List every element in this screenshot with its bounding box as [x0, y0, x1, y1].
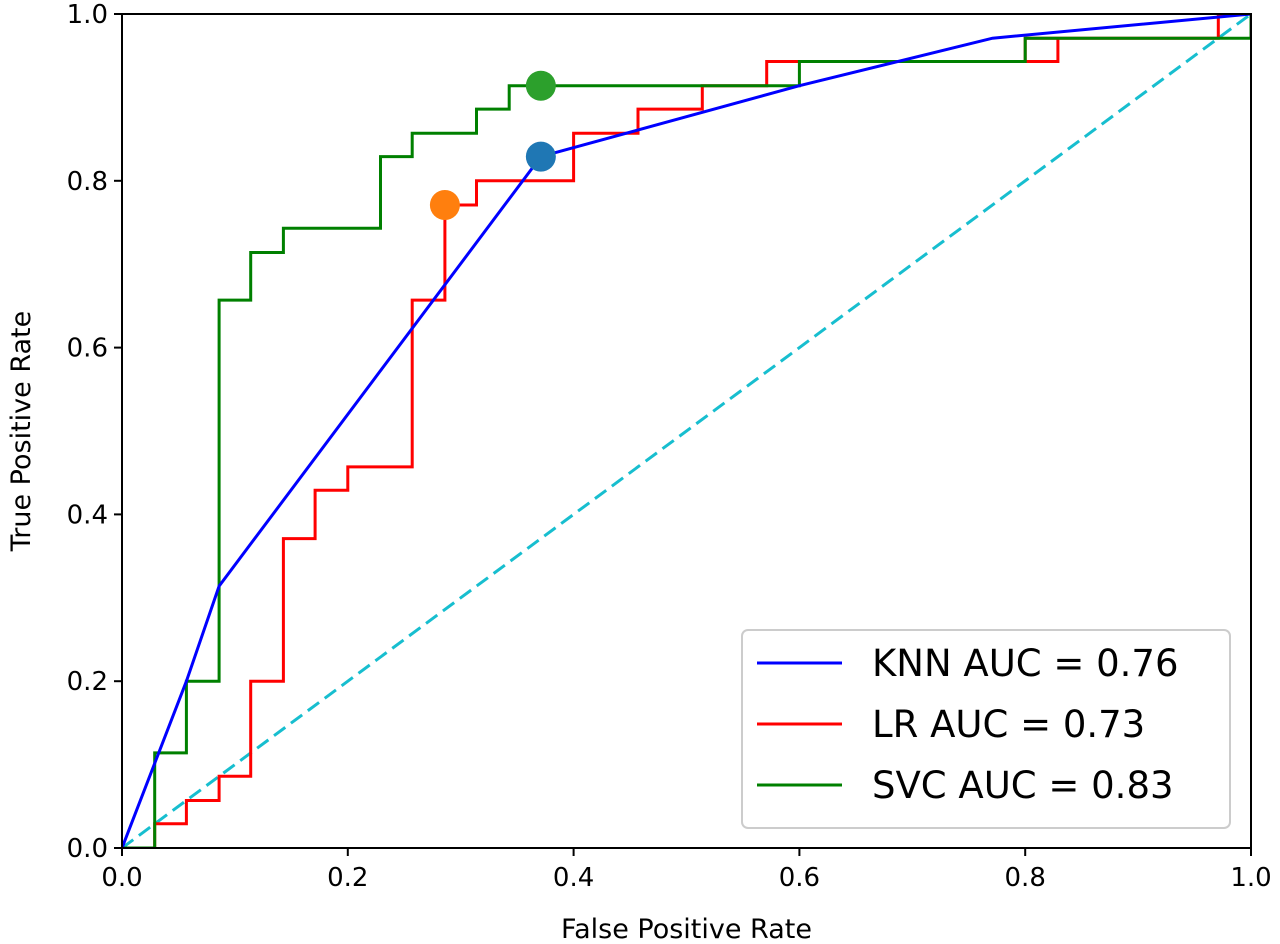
legend-entry-label: SVC AUC = 0.83: [872, 764, 1174, 807]
x-tick-label: 0.4: [553, 863, 594, 893]
x-tick-label: 0.8: [1005, 863, 1046, 893]
legend-box: [741, 629, 1231, 829]
x-tick-label: 1.0: [1230, 863, 1271, 893]
y-tick-label: 1.0: [67, 0, 108, 30]
legend-entry-label: KNN AUC = 0.76: [872, 642, 1179, 685]
x-axis: 0.0 0.2 0.4 0.6 0.8 1.0: [101, 848, 1272, 893]
y-axis-label: True Positive Rate: [6, 311, 37, 553]
y-tick-label: 0.4: [67, 500, 108, 530]
y-tick-label: 0.0: [67, 834, 108, 864]
plot-frame: [121, 13, 1252, 849]
x-tick-label: 0.6: [779, 863, 820, 893]
chance-diagonal-line: [122, 14, 1251, 848]
operating-point-marker-3: [525, 70, 556, 101]
plot-area: [121, 13, 1252, 849]
y-tick-label: 0.2: [67, 667, 108, 697]
y-tick-label: 0.6: [67, 334, 108, 364]
y-axis: 0.0 0.2 0.4 0.6 0.8 1.0: [67, 0, 122, 864]
legend: KNN AUC = 0.76 LR AUC = 0.73 SVC AUC = 0.8…: [741, 629, 1231, 829]
x-tick-label: 0.2: [327, 863, 368, 893]
y-tick-label: 0.8: [67, 167, 108, 197]
operating-point-marker-2: [429, 189, 460, 220]
x-tick-label: 0.0: [101, 863, 142, 893]
operating-point-marker-1: [525, 141, 556, 172]
x-axis-label: False Positive Rate: [561, 914, 812, 944]
legend-entry-label: LR AUC = 0.73: [872, 703, 1145, 746]
